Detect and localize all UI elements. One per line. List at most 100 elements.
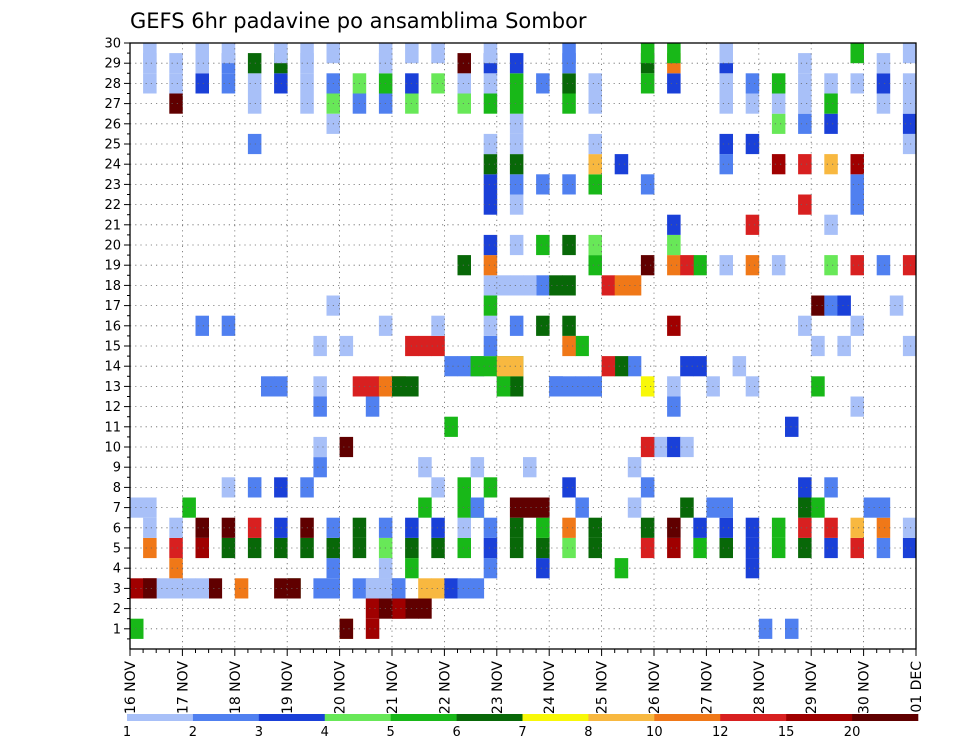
heatmap-cell [719, 73, 733, 94]
heatmap-cell [850, 315, 864, 336]
heatmap-cell [221, 73, 236, 94]
legend-label: 8 [584, 725, 592, 740]
heatmap-cell [365, 618, 380, 639]
heatmap-cell [143, 517, 157, 538]
heatmap-cell [483, 73, 498, 94]
heatmap-cell [902, 335, 917, 357]
heatmap-cell [640, 43, 655, 64]
heatmap-cell [247, 133, 262, 155]
heatmap-cell [640, 376, 655, 397]
heatmap-cell [247, 477, 262, 498]
heatmap-cell [667, 376, 681, 397]
heatmap-cell [483, 174, 498, 195]
heatmap-cell [405, 43, 419, 64]
y-tick-label: 16 [104, 319, 121, 334]
heatmap-cell [509, 376, 524, 397]
heatmap-cell [143, 537, 157, 559]
heatmap-cell [509, 356, 524, 377]
heatmap-cell [824, 73, 838, 94]
heatmap-cell [588, 234, 602, 256]
heatmap-cell [365, 396, 380, 417]
y-tick-label: 9 [113, 461, 121, 476]
y-tick-label: 29 [104, 57, 121, 72]
heatmap-cell [745, 558, 760, 579]
legend-swatch [522, 714, 589, 721]
heatmap-cell [483, 194, 498, 215]
heatmap-cell [798, 517, 812, 538]
grid-lines [130, 43, 916, 649]
heatmap-cell [667, 214, 681, 235]
heatmap-cell [771, 154, 786, 175]
heatmap-cell [536, 315, 550, 336]
heatmap-cell [667, 517, 681, 538]
heatmap-cell [640, 537, 655, 559]
heatmap-cell [287, 578, 301, 599]
heatmap-cell [365, 376, 380, 397]
heatmap-cell [496, 356, 511, 377]
legend-label: 20 [844, 725, 861, 740]
heatmap-cell [745, 133, 760, 155]
heatmap-cell [483, 43, 498, 64]
heatmap-cell [431, 517, 445, 538]
heatmap-cell [614, 558, 629, 579]
heatmap-cell [483, 335, 498, 357]
heatmap-cell [365, 578, 380, 599]
heatmap-cell [431, 73, 445, 94]
heatmap-cell [837, 335, 851, 357]
heatmap-cell [313, 457, 327, 478]
x-tick-label: 22 NOV [437, 661, 453, 715]
legend-label: 7 [518, 725, 526, 740]
x-tick-label: 23 NOV [490, 661, 506, 715]
heatmap-cell [509, 275, 524, 296]
heatmap-cell [483, 315, 498, 336]
x-tick-label: 30 NOV [857, 661, 873, 715]
heatmap-cell [418, 578, 432, 599]
heatmap-cell [156, 578, 170, 599]
heatmap-cell [339, 618, 354, 639]
heatmap-cell [719, 154, 733, 175]
heatmap-cell [798, 497, 812, 518]
heatmap-cell [837, 295, 851, 316]
heatmap-cell [247, 517, 262, 538]
heatmap-cell [509, 113, 524, 134]
heatmap-cell [667, 436, 681, 458]
heatmap-cell [745, 537, 760, 559]
heatmap-cell [876, 93, 891, 114]
heatmap-cell [824, 537, 838, 559]
heatmap-cell [771, 537, 786, 559]
heatmap-cell [850, 194, 864, 215]
legend-label: 4 [321, 725, 329, 740]
heatmap-cell [850, 537, 864, 559]
legend-label: 3 [255, 725, 263, 740]
y-tick-label: 1 [113, 622, 121, 637]
legend-label: 10 [646, 725, 663, 740]
heatmap-cell [431, 477, 445, 498]
heatmap-cell [457, 356, 471, 377]
x-tick-label: 24 NOV [542, 661, 558, 715]
heatmap-cell [195, 537, 209, 559]
heatmap-cell [483, 517, 498, 538]
heatmap-cell [326, 43, 340, 64]
heatmap-cell [418, 497, 432, 518]
heatmap-cell [562, 315, 576, 336]
heatmap-cell [562, 234, 576, 256]
y-tick-label: 7 [113, 501, 121, 516]
heatmap-cell [509, 174, 524, 195]
heatmap-cell [509, 53, 524, 74]
heatmap-cell [313, 396, 327, 417]
heatmap-cell [719, 517, 733, 538]
heatmap-cell [824, 93, 838, 114]
heatmap-cell [169, 73, 183, 94]
heatmap-cell [221, 537, 236, 559]
heatmap-cell [824, 255, 838, 276]
y-tick-label: 13 [104, 380, 121, 395]
heatmap-cell [640, 255, 655, 276]
legend-label: 15 [778, 725, 795, 740]
heatmap-cell [536, 73, 550, 94]
heatmap-cell [824, 477, 838, 498]
heatmap-cell [195, 517, 209, 538]
heatmap-cell [640, 73, 655, 94]
heatmap-cell [693, 255, 707, 276]
heatmap-cell [719, 255, 733, 276]
